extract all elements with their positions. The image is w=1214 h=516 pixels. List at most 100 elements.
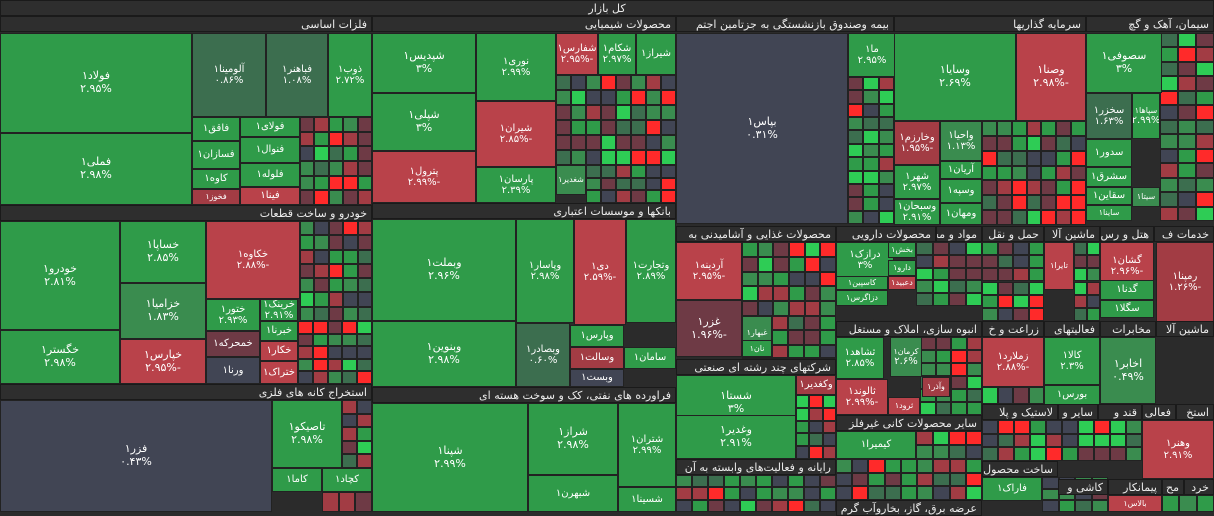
stock-tile[interactable]: فزر۱ ۰.۴۳% xyxy=(0,400,272,512)
stock-tile[interactable]: وپارس۱ xyxy=(570,325,624,347)
stock-tile[interactable]: وسبحان۱ ۲.۹۱% xyxy=(894,199,940,225)
stock-tile[interactable]: خبرنا۱ xyxy=(260,321,298,341)
stock-tile[interactable]: فاقق۱ xyxy=(192,117,240,141)
stock-tile[interactable]: سقاین۱ xyxy=(1086,187,1132,205)
stock-tile[interactable]: بالاس۱ xyxy=(1108,495,1162,512)
stock-tile[interactable]: بخش۱ xyxy=(888,242,916,258)
stock-tile[interactable]: پارسان۱ ۲.۳۹% xyxy=(476,167,556,203)
stock-tile[interactable]: ختور۱ ۲.۹۳% xyxy=(206,299,260,331)
stock-tile[interactable]: نوری۱ ۲.۹۹% xyxy=(476,33,556,101)
stock-tile[interactable]: سگلا۱ xyxy=(1100,300,1154,318)
stock-tile[interactable]: شپنا۱ ۲.۹۹% xyxy=(372,403,528,512)
stock-tile[interactable]: وصنا۱ -۲.۹۸% xyxy=(1016,33,1086,121)
stock-tile[interactable]: سیتا۱ xyxy=(1132,187,1160,207)
stock-tile[interactable]: کالا۱ ۲.۳% xyxy=(1044,337,1100,385)
stock-tile[interactable]: وغدیر۱ ۲.۹۱% xyxy=(676,415,796,459)
stock-tile[interactable]: ساینا۱ xyxy=(1086,205,1132,221)
stock-tile[interactable]: خکاوه۱ -۲.۸۸% xyxy=(206,221,300,299)
stock-tile[interactable]: شتران۱ ۲.۹۹% xyxy=(618,403,676,487)
stock-tile[interactable]: شسینا۱ xyxy=(618,487,676,512)
stock-tile[interactable]: ثشاهد۱ ۲.۸۵% xyxy=(836,337,884,379)
stock-tile[interactable]: کاسپین۱ xyxy=(836,276,888,290)
stock-tile[interactable]: دارو۱ xyxy=(888,260,916,276)
stock-tile[interactable]: وسالت۱ xyxy=(570,347,624,369)
stock-tile[interactable]: شکام۱ ۲.۹۷% xyxy=(598,33,636,75)
stock-tile[interactable]: شغدیر۱ xyxy=(556,165,586,195)
stock-tile[interactable]: وپاسار۱ ۲.۹۸% xyxy=(516,219,574,323)
stock-tile[interactable]: آلومینا۱ ۰.۸۶% xyxy=(192,33,266,117)
stock-tile[interactable]: ورنا۱ xyxy=(206,357,260,384)
stock-tile[interactable]: کرمان۱ ۲.۶% xyxy=(890,337,922,377)
stock-tile[interactable]: خرینگ۱ ۲.۹۱% xyxy=(260,299,298,321)
stock-tile[interactable]: واحیا۱ ۱.۱۳% xyxy=(940,121,982,161)
stock-tile[interactable]: شپلی۱ ۳% xyxy=(372,93,476,151)
stock-tile[interactable]: سخزر۱ ۱.۶۳% xyxy=(1086,93,1132,139)
stock-tile[interactable]: بورس۱ xyxy=(1044,385,1100,405)
stock-tile[interactable]: کیمیرا۱ xyxy=(836,431,916,459)
stock-tile[interactable]: خساپا۱ ۲.۸۵% xyxy=(120,221,206,283)
stock-tile[interactable]: سصوفی۱ ۳% xyxy=(1086,33,1162,93)
stock-tile[interactable]: فخوز۱ xyxy=(192,189,240,205)
stock-tile[interactable]: شراز۱ ۲.۹۸% xyxy=(528,403,618,475)
stock-tile[interactable]: وبصادر۱ ۰.۶۰% xyxy=(516,323,570,387)
stock-tile[interactable]: آریان۱ xyxy=(940,161,982,179)
stock-tile[interactable]: آردینه۱ -۲.۹۵% xyxy=(676,242,742,300)
stock-tile[interactable]: وسپه۱ xyxy=(940,179,982,203)
stock-tile[interactable]: رمپنا۱ -۱.۲۶% xyxy=(1156,242,1214,322)
stock-tile[interactable]: وتجارت۱ ۲.۸۹% xyxy=(626,219,676,323)
stock-tile[interactable]: سدور۱ xyxy=(1086,139,1132,167)
stock-tile[interactable]: خگستر۱ ۲.۹۸% xyxy=(0,330,120,384)
stock-tile[interactable]: ثرود۱ xyxy=(888,397,920,415)
stock-tile[interactable]: بپاس۱ ۰.۳۱% xyxy=(676,33,848,224)
stock-tile[interactable]: شیران۱ -۲.۸۵% xyxy=(476,101,556,167)
stock-tile[interactable]: دزاگرس۱ xyxy=(836,290,888,306)
stock-tile[interactable]: سامان۱ xyxy=(624,347,676,369)
stock-tile[interactable]: شپدیس۱ ۳% xyxy=(372,33,476,93)
stock-tile[interactable]: وبنوین۱ ۲.۹۸% xyxy=(372,321,516,387)
stock-tile[interactable]: ومهان۱ xyxy=(940,203,982,225)
stock-tile[interactable]: نان۱ xyxy=(742,340,772,357)
stock-tile[interactable]: وکغدیر۱ xyxy=(796,375,836,395)
stock-tile[interactable]: فینا۱ xyxy=(240,187,300,205)
stock-tile[interactable]: کاوه۱ xyxy=(192,169,240,189)
stock-tile[interactable]: تاصیکو۱ ۲.۹۸% xyxy=(272,400,342,468)
stock-tile[interactable]: خزامیا۱ ۱.۸۳% xyxy=(120,283,206,339)
stock-tile[interactable]: شفارس۱ -۲.۹۵% xyxy=(556,33,598,75)
stock-tile[interactable]: ثالوند۱ -۲.۹۹% xyxy=(836,379,888,415)
stock-tile[interactable]: سپاها۱ ۲.۹۹% xyxy=(1132,93,1160,139)
stock-tile[interactable]: فولاد۱ ۲.۹۵% xyxy=(0,33,192,133)
stock-tile[interactable]: فملی۱ ۲.۹۸% xyxy=(0,133,192,205)
stock-tile[interactable]: وبست۱ xyxy=(570,369,624,387)
stock-tile[interactable]: کچاد۱ xyxy=(322,468,372,492)
stock-tile[interactable]: اخابر۱ ۰.۴۹% xyxy=(1100,337,1156,404)
stock-tile[interactable]: درازک۱ ۳% xyxy=(836,242,894,278)
stock-tile[interactable]: فاراک۱ xyxy=(982,477,1042,501)
stock-tile[interactable]: گدنا۱ xyxy=(1100,280,1154,300)
stock-tile[interactable]: وسایا۱ ۲.۶۹% xyxy=(894,33,1016,121)
stock-tile[interactable]: شبهرن۱ xyxy=(528,475,618,512)
stock-tile[interactable]: ما۱ ۲.۹۵% xyxy=(848,33,896,77)
stock-tile[interactable]: ذوب۱ ۲.۷۲% xyxy=(328,33,372,117)
stock-tile[interactable]: شیراز۱ xyxy=(636,33,676,75)
stock-tile[interactable]: خمحرکه۱ xyxy=(206,331,260,357)
stock-tile[interactable]: فباهنر۱ ۱.۰۸% xyxy=(266,33,328,117)
stock-tile[interactable]: دی۱ -۲.۵۹% xyxy=(574,219,626,325)
stock-tile[interactable]: خپارس۱ -۲.۹۵% xyxy=(120,339,206,384)
stock-tile[interactable]: پترول۱ -۲.۹۹% xyxy=(372,151,476,203)
stock-tile[interactable]: ختراک۱ xyxy=(260,361,298,384)
stock-tile[interactable]: وآذر۱ xyxy=(922,377,950,397)
stock-tile[interactable]: غزر۱ -۱.۹۶% xyxy=(676,300,742,357)
stock-tile[interactable]: فنوال۱ xyxy=(240,137,300,163)
stock-tile[interactable]: خکار۱ xyxy=(260,341,298,361)
stock-tile[interactable]: فسازان۱ xyxy=(192,141,240,169)
stock-tile[interactable]: فلوله۱ xyxy=(240,163,300,187)
stock-tile[interactable]: وخارزم۱ -۱.۹۵% xyxy=(894,121,940,165)
stock-tile[interactable]: کاما۱ xyxy=(272,468,322,492)
stock-tile[interactable]: زملارد۱ -۲.۸۸% xyxy=(982,337,1044,387)
stock-tile[interactable]: فولای۱ xyxy=(240,117,300,137)
stock-tile[interactable]: سشرق۱ xyxy=(1086,167,1132,187)
stock-tile[interactable]: دعبید۱ xyxy=(888,276,916,290)
stock-tile[interactable]: وبملت۱ ۲.۹۶% xyxy=(372,219,516,321)
stock-tile[interactable]: وهنر۱ ۲.۹۱% xyxy=(1142,420,1214,479)
stock-tile[interactable]: خودرو۱ ۲.۸۱% xyxy=(0,221,120,330)
